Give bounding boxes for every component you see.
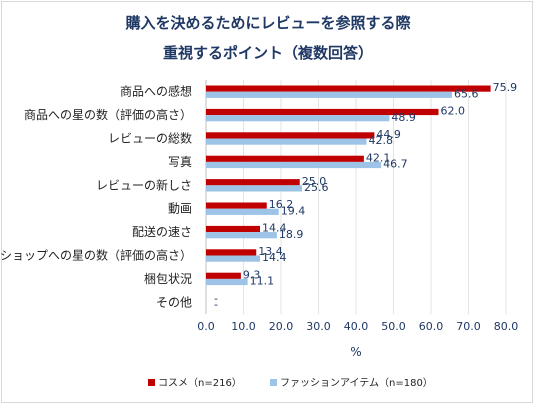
category-label: 梱包状況 (144, 271, 192, 286)
x-tick-label: 10.0 (231, 320, 256, 333)
data-label-fashion: 48.9 (391, 111, 416, 124)
category-label: 商品への感想 (120, 84, 192, 99)
category-label: 動画 (168, 202, 192, 216)
category-label: レビューの総数 (108, 131, 192, 146)
data-label-fashion: 46.7 (383, 158, 408, 171)
data-label-cosme: 62.0 (441, 105, 466, 118)
x-tick-label: 60.0 (419, 320, 444, 333)
x-tick-label: 40.0 (344, 320, 369, 333)
data-label-fashion: 42.8 (369, 134, 394, 147)
data-label-cosme: 13.4 (258, 245, 283, 258)
bars: 75.9 65.6 62.0 48.9 44.942.8 42.146.7 25.025.6… (206, 81, 517, 311)
legend-swatch (148, 379, 155, 386)
bar-fashion (206, 115, 390, 122)
bar-fashion (206, 232, 277, 239)
data-label-fashion: 14.4 (262, 251, 287, 264)
data-label-cosme: 75.9 (493, 81, 518, 94)
data-label-cosme: 9.3 (243, 268, 261, 281)
bar-fashion (206, 138, 367, 145)
chart-title: 購入を決めるためにレビューを参照する際 (125, 14, 411, 32)
bar-fashion (206, 185, 302, 192)
legend-swatch (270, 379, 277, 386)
bar-cosme (206, 85, 491, 92)
x-tick-label: 80.0 (494, 320, 519, 333)
bar-cosme (206, 272, 241, 279)
bar-cosme (206, 108, 439, 116)
chart-subtitle: 重視するポイント（複数回答） (162, 44, 373, 62)
data-label-fashion: 19.4 (281, 204, 306, 217)
data-label-fashion: 18.9 (279, 228, 304, 241)
x-axis-label: % (350, 345, 361, 359)
data-label-fashion: 65.6 (454, 87, 479, 100)
category-label: ショップへの星の数（評価の高さ） (0, 248, 192, 263)
data-label-cosme: 14.4 (262, 222, 287, 235)
data-label-cosme: 44.9 (376, 128, 401, 141)
data-label-cosme: 16.2 (269, 198, 294, 211)
bar-fashion (206, 91, 452, 98)
category-label: レビューの新しさ (96, 177, 192, 192)
x-tick-label: 70.0 (456, 320, 481, 333)
x-tick-label: 0.0 (197, 320, 215, 333)
bar-fashion (206, 278, 248, 286)
x-axis-ticks: 0.0 10.0 20.0 30.0 40.0 50.0 60.0 70.0 80.0 (197, 320, 518, 333)
data-label-cosme: 42.1 (366, 151, 391, 164)
category-label: 商品への星の数（評価の高さ） (24, 107, 192, 122)
category-label: 写真 (168, 155, 192, 169)
data-label-fashion: 25.6 (304, 181, 329, 194)
x-tick-label: 30.0 (306, 320, 331, 333)
x-tick-label: 20.0 (269, 320, 294, 333)
bar-cosme (206, 225, 260, 233)
bar-cosme (206, 179, 300, 186)
data-label-fashion: 11.1 (250, 275, 275, 288)
data-label-fashion: - (214, 298, 218, 311)
bar-fashion (206, 161, 382, 169)
data-label-cosme: - (214, 292, 218, 305)
legend: コスメ（n=216） ファッションアイテム（n=180） (148, 377, 433, 389)
legend-label: ファッションアイテム（n=180） (280, 377, 433, 389)
bar-fashion (206, 208, 279, 215)
category-label: 配送の速さ (132, 224, 192, 239)
bar-cosme (206, 249, 257, 256)
bar-cosme (206, 155, 364, 162)
bar-cosme (206, 202, 267, 209)
bar-fashion (206, 255, 260, 262)
bar-cosme (206, 132, 375, 139)
x-tick-label: 50.0 (381, 320, 406, 333)
category-label: その他 (156, 295, 192, 309)
legend-label: コスメ（n=216） (158, 377, 242, 389)
data-label-cosme: 25.0 (302, 175, 327, 188)
